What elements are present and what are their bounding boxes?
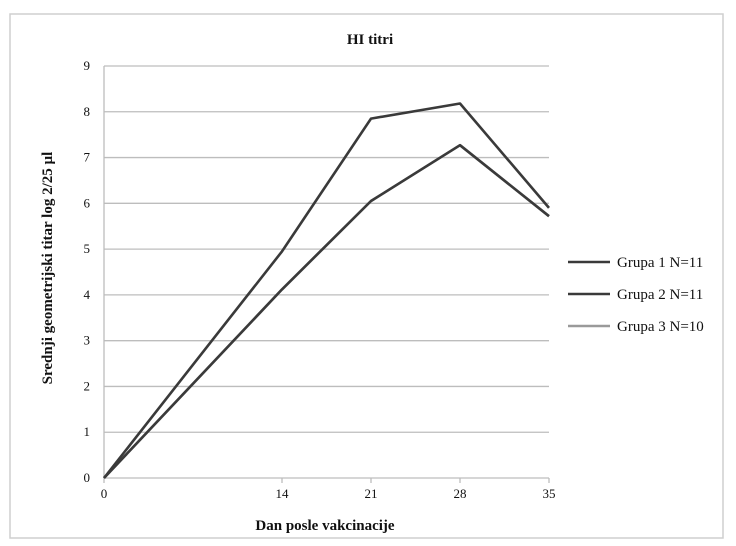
legend-label: Grupa 2 N=11: [617, 287, 703, 303]
gridlines: [103, 65, 550, 483]
legend-label: Grupa 1 N=11: [617, 255, 703, 271]
x-tick-label: 28: [454, 486, 467, 501]
y-tick-label: 1: [84, 424, 91, 439]
chart-frame: [9, 13, 724, 539]
legend-label: Grupa 3 N=10: [617, 319, 704, 335]
x-tick-label: 21: [365, 486, 378, 501]
x-axis-label: Dan posle vakcinacije: [255, 518, 395, 534]
series-line-1: [102, 102, 550, 479]
y-tick-label: 3: [84, 333, 91, 348]
y-tick-label: 8: [84, 104, 91, 119]
y-tick-label: 9: [84, 58, 91, 73]
y-axis-label: Srednji geometrijski titar log 2/25 µl: [40, 152, 56, 385]
x-tick-label: 35: [543, 486, 556, 501]
y-tick-label: 6: [84, 195, 91, 210]
y-tick-label: 0: [84, 470, 91, 485]
legend: Grupa 1 N=11 Grupa 2 N=11 Grupa 3 N=10: [568, 255, 704, 335]
series-lines: [102, 102, 550, 479]
y-tick-label: 7: [84, 150, 91, 165]
y-tick-label: 5: [84, 241, 91, 256]
y-tick-labels: 0 1 2 3 4 5 6 7 8 9: [84, 58, 91, 485]
y-tick-label: 2: [84, 378, 91, 393]
chart-title: HI titri: [347, 32, 393, 48]
x-tick-label: 0: [101, 486, 108, 501]
x-tick-label: 14: [276, 486, 290, 501]
y-tick-label: 4: [84, 287, 91, 302]
x-tick-labels: 0 14 21 28 35: [101, 486, 556, 501]
series-line-2: [103, 143, 550, 479]
